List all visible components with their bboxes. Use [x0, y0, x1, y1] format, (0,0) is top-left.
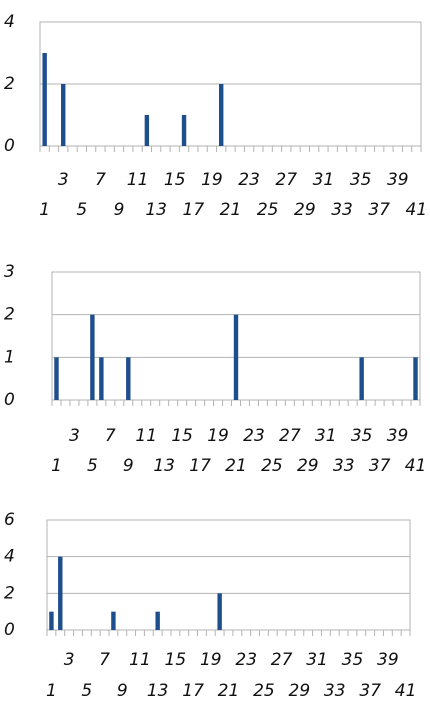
x-tick-label: 33: [331, 200, 353, 220]
x-tick-label: 13: [145, 200, 167, 220]
x-tick-label: 19: [200, 650, 222, 670]
y-tick-label: 6: [4, 510, 15, 530]
x-tick-label: 33: [324, 681, 346, 701]
x-tick-label: 37: [368, 200, 390, 220]
x-tick-label: 9: [123, 456, 134, 476]
y-tick-label: 2: [4, 74, 15, 94]
x-tick-label: 35: [350, 170, 372, 190]
x-tick-label: 25: [253, 681, 275, 701]
x-tick-label: 15: [171, 426, 193, 446]
bar: [233, 314, 239, 400]
x-tick-label: 39: [387, 426, 409, 446]
y-tick-label: 2: [4, 583, 15, 603]
x-tick-label: 7: [95, 170, 106, 190]
bar: [155, 611, 160, 630]
y-tick-label: 0: [4, 136, 15, 156]
x-tick-label: 23: [243, 426, 265, 446]
bar: [126, 357, 131, 400]
x-tick-label: 27: [275, 170, 297, 190]
x-tick-label: 31: [313, 170, 335, 190]
x-tick-label: 11: [135, 426, 157, 446]
bar: [181, 115, 187, 146]
x-tick-label: 17: [189, 456, 211, 476]
x-tick-label: 11: [129, 650, 151, 670]
x-tick-label: 9: [114, 200, 125, 220]
x-tick-label: 13: [153, 456, 175, 476]
x-tick-label: 41: [406, 200, 428, 220]
x-tick-label: 37: [359, 681, 381, 701]
x-tick-label: 25: [261, 456, 283, 476]
x-tick-label: 35: [351, 426, 373, 446]
x-tick-label: 27: [271, 650, 293, 670]
bar: [359, 357, 364, 400]
x-tick-label: 1: [51, 456, 62, 476]
x-tick-label: 15: [165, 650, 187, 670]
x-tick-label: 39: [377, 650, 399, 670]
bar: [61, 84, 66, 146]
bar: [49, 611, 54, 630]
x-tick-label: 7: [105, 426, 116, 446]
x-tick-label: 21: [225, 456, 247, 476]
x-tick-label: 3: [58, 170, 69, 190]
x-tick-label: 21: [218, 681, 240, 701]
x-tick-label: 31: [315, 426, 337, 446]
x-tick-label: 27: [279, 426, 301, 446]
x-tick-label: 41: [395, 681, 417, 701]
x-tick-label: 29: [289, 681, 311, 701]
bar: [217, 593, 222, 630]
x-tick-label: 7: [99, 650, 110, 670]
y-tick-label: 1: [4, 347, 15, 367]
bar: [58, 556, 63, 630]
x-tick-label: 19: [207, 426, 229, 446]
x-tick-label: 9: [117, 681, 128, 701]
bar: [99, 357, 104, 400]
x-tick-label: 13: [147, 681, 169, 701]
x-tick-label: 3: [69, 426, 80, 446]
bar: [219, 84, 224, 146]
x-tick-label: 11: [127, 170, 149, 190]
x-tick-label: 1: [46, 681, 57, 701]
x-tick-label: 29: [294, 200, 316, 220]
x-tick-label: 31: [306, 650, 328, 670]
x-tick-label: 17: [183, 200, 205, 220]
x-tick-label: 3: [64, 650, 75, 670]
x-tick-label: 5: [81, 681, 92, 701]
y-tick-label: 4: [4, 12, 15, 32]
bar: [54, 357, 59, 400]
y-tick-label: 2: [4, 305, 15, 325]
bar: [413, 357, 418, 400]
plot-frame: [46, 519, 411, 631]
x-tick-label: 39: [387, 170, 409, 190]
x-tick-label: 33: [333, 456, 355, 476]
x-tick-label: 15: [164, 170, 186, 190]
bar: [90, 314, 95, 400]
bar: [42, 53, 47, 146]
x-tick-label: 37: [369, 456, 391, 476]
x-tick-label: 17: [182, 681, 204, 701]
y-tick-label: 4: [4, 547, 15, 567]
x-tick-label: 1: [39, 200, 50, 220]
x-tick-label: 19: [201, 170, 223, 190]
bar: [144, 115, 150, 146]
x-tick-label: 23: [235, 650, 257, 670]
x-tick-label: 25: [257, 200, 279, 220]
bar: [111, 611, 116, 630]
x-tick-label: 21: [220, 200, 242, 220]
x-tick-label: 5: [87, 456, 98, 476]
x-tick-label: 35: [342, 650, 364, 670]
x-tick-label: 29: [297, 456, 319, 476]
y-tick-label: 0: [4, 620, 15, 640]
x-tick-label: 5: [76, 200, 87, 220]
y-tick-label: 3: [4, 262, 15, 282]
x-tick-label: 23: [238, 170, 260, 190]
x-tick-label: 41: [405, 456, 427, 476]
y-tick-label: 0: [4, 390, 15, 410]
